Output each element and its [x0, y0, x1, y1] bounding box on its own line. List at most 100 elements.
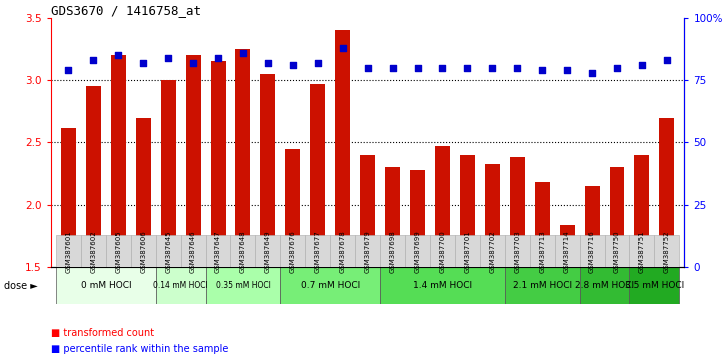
Bar	[61, 127, 76, 267]
Point	[112, 52, 124, 58]
Text: ■ transformed count: ■ transformed count	[51, 328, 154, 338]
Text: GSM387752: GSM387752	[664, 230, 670, 273]
Bar	[335, 30, 350, 267]
Bar	[505, 267, 579, 304]
Text: GSM387700: GSM387700	[440, 230, 446, 273]
Bar	[186, 55, 201, 267]
Text: dose ►: dose ►	[4, 281, 37, 291]
Text: GSM387698: GSM387698	[389, 230, 395, 273]
Point	[138, 60, 149, 65]
Bar	[56, 267, 156, 304]
Text: GSM387602: GSM387602	[90, 230, 96, 273]
Point	[437, 65, 448, 70]
Bar	[634, 155, 649, 267]
Bar	[205, 267, 280, 304]
Bar	[405, 235, 430, 267]
Bar	[534, 182, 550, 267]
Text: GSM387645: GSM387645	[165, 230, 171, 273]
Bar	[560, 225, 574, 267]
Bar	[460, 155, 475, 267]
Text: GSM387750: GSM387750	[614, 230, 620, 273]
Bar	[280, 235, 305, 267]
Text: GSM387679: GSM387679	[365, 230, 371, 273]
Point	[237, 50, 249, 56]
Point	[537, 67, 548, 73]
Bar	[86, 86, 101, 267]
Bar	[505, 235, 530, 267]
Point	[187, 60, 199, 65]
Text: GSM387701: GSM387701	[464, 230, 470, 273]
Bar	[131, 235, 156, 267]
Text: GSM387646: GSM387646	[190, 230, 196, 273]
Bar	[285, 149, 301, 267]
Bar	[530, 235, 555, 267]
Point	[87, 57, 99, 63]
Bar	[579, 267, 630, 304]
Text: GSM387601: GSM387601	[66, 230, 71, 273]
Text: 0.35 mM HOCl: 0.35 mM HOCl	[215, 281, 270, 290]
Point	[63, 67, 74, 73]
Text: 0 mM HOCl: 0 mM HOCl	[81, 281, 131, 290]
Bar	[156, 267, 205, 304]
Text: GSM387649: GSM387649	[265, 230, 271, 273]
Bar	[630, 267, 679, 304]
Point	[337, 45, 349, 51]
Text: ■ percentile rank within the sample: ■ percentile rank within the sample	[51, 344, 229, 354]
Bar	[604, 235, 630, 267]
Point	[561, 67, 573, 73]
Bar	[235, 49, 250, 267]
Bar	[331, 235, 355, 267]
Bar	[435, 146, 450, 267]
Bar	[485, 164, 500, 267]
Bar	[135, 118, 151, 267]
Bar	[480, 235, 505, 267]
Bar	[256, 235, 280, 267]
Point	[262, 60, 274, 65]
Text: GSM387605: GSM387605	[115, 230, 122, 273]
Text: GSM387606: GSM387606	[141, 230, 146, 273]
Text: 2.8 mM HOCl: 2.8 mM HOCl	[575, 281, 634, 290]
Bar	[81, 235, 106, 267]
Text: GSM387678: GSM387678	[340, 230, 346, 273]
Point	[412, 65, 424, 70]
Bar	[355, 235, 380, 267]
Bar	[609, 167, 625, 267]
Point	[287, 62, 298, 68]
Bar	[585, 186, 600, 267]
Bar	[56, 235, 81, 267]
Text: 3.5 mM HOCl: 3.5 mM HOCl	[625, 281, 684, 290]
Bar	[305, 235, 331, 267]
Text: GSM387702: GSM387702	[489, 230, 495, 273]
Text: GSM387716: GSM387716	[589, 230, 595, 273]
Bar	[455, 235, 480, 267]
Point	[586, 70, 598, 75]
Bar	[410, 170, 425, 267]
Point	[486, 65, 498, 70]
Text: GSM387648: GSM387648	[240, 230, 246, 273]
Bar	[385, 167, 400, 267]
Text: 0.14 mM HOCl: 0.14 mM HOCl	[154, 281, 208, 290]
Bar	[310, 84, 325, 267]
Bar	[555, 235, 579, 267]
Bar	[181, 235, 205, 267]
Bar	[654, 235, 679, 267]
Point	[387, 65, 398, 70]
Bar	[360, 155, 375, 267]
Point	[462, 65, 473, 70]
Bar	[660, 118, 674, 267]
Text: GSM387647: GSM387647	[215, 230, 221, 273]
Bar	[111, 55, 126, 267]
Bar	[261, 74, 275, 267]
Bar	[380, 267, 505, 304]
Text: 0.7 mM HOCl: 0.7 mM HOCl	[301, 281, 360, 290]
Text: GSM387751: GSM387751	[639, 230, 645, 273]
Bar	[210, 61, 226, 267]
Text: GDS3670 / 1416758_at: GDS3670 / 1416758_at	[51, 4, 201, 17]
Text: GSM387676: GSM387676	[290, 230, 296, 273]
Text: 1.4 mM HOCl: 1.4 mM HOCl	[413, 281, 472, 290]
Bar	[161, 80, 175, 267]
Bar	[430, 235, 455, 267]
Point	[512, 65, 523, 70]
Point	[312, 60, 323, 65]
Bar	[510, 158, 525, 267]
